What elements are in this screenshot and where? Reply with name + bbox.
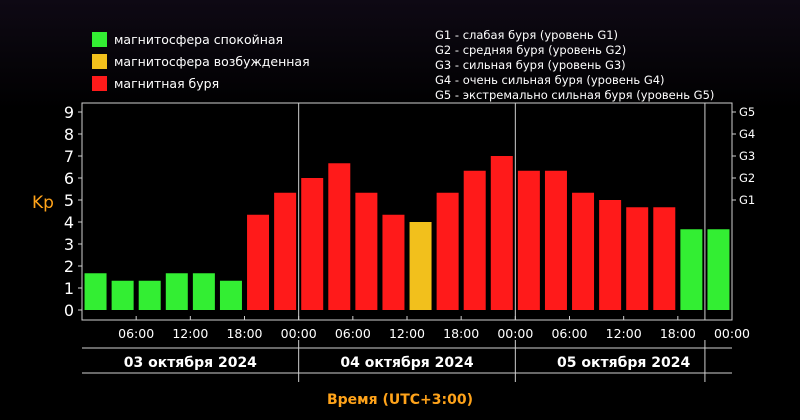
legend-item-quiet: магнитосфера спокойная xyxy=(92,28,310,50)
y-tick-label: 0 xyxy=(64,301,74,320)
kp-bar xyxy=(463,170,486,310)
kp-bar xyxy=(626,207,649,310)
legend-label: магнитосфера возбужденная xyxy=(114,53,310,69)
legend-swatch xyxy=(92,75,107,91)
x-tick-label: 06:00 xyxy=(551,326,587,341)
y-tick-label: 4 xyxy=(64,213,74,232)
y-tick-label: 7 xyxy=(64,147,74,166)
chart-labels: 0 1 2 3 4 5 6 7 8 9 G1 G2 G3 G4 G5 Kp 06:00 12:00 18:00 00:… xyxy=(32,103,755,408)
y-tick-label: 3 xyxy=(64,235,74,254)
y-tick-label: 2 xyxy=(64,257,74,276)
y-tick-label: 5 xyxy=(64,191,74,210)
kp-bar xyxy=(219,280,242,310)
legend-swatch xyxy=(92,53,107,69)
legend-label: магнитосфера спокойная xyxy=(114,31,284,47)
x-tick-label: 00:00 xyxy=(497,326,533,341)
storm-level-legend: G1 - слабая буря (уровень G1) G2 - средн… xyxy=(435,28,714,103)
storm-level-g2: G2 - средняя буря (уровень G2) xyxy=(435,43,627,57)
x-tick-label: 18:00 xyxy=(443,326,479,341)
x-tick-label: 00:00 xyxy=(714,326,750,341)
bars-layer xyxy=(84,156,730,310)
g-level-label: G2 xyxy=(739,171,755,185)
y-tick-label: 1 xyxy=(64,279,74,298)
x-tick-label: 18:00 xyxy=(660,326,696,341)
legend-item-storm: магнитная буря xyxy=(92,72,310,94)
x-tick-label: 06:00 xyxy=(118,326,154,341)
storm-level-g1: G1 - слабая буря (уровень G1) xyxy=(435,28,619,42)
legend-label: магнитная буря xyxy=(114,75,220,91)
kp-bar xyxy=(707,229,730,310)
kp-bar xyxy=(355,192,378,310)
x-tick-label: 12:00 xyxy=(606,326,642,341)
y-tick-label: 9 xyxy=(64,103,74,122)
kp-bar xyxy=(328,163,351,310)
x-axis-label: Время (UTC+3:00) xyxy=(327,392,473,408)
g-level-label: G3 xyxy=(739,149,755,163)
kp-bar xyxy=(138,280,161,310)
kp-bar xyxy=(301,178,324,310)
kp-bar xyxy=(599,200,622,310)
day-label: 03 октября 2024 xyxy=(124,355,257,371)
kp-bar xyxy=(409,222,432,310)
kp-bar xyxy=(436,192,459,310)
kp-bar xyxy=(247,214,270,310)
g-level-label: G5 xyxy=(739,105,755,119)
storm-level-g3: G3 - сильная буря (уровень G3) xyxy=(435,58,626,72)
kp-bar xyxy=(572,192,595,310)
kp-bar xyxy=(653,207,676,310)
g-level-label: G1 xyxy=(739,193,755,207)
kp-bar xyxy=(165,273,188,310)
legend-item-excited: магнитосфера возбужденная xyxy=(92,50,310,72)
y-tick-label: 6 xyxy=(64,169,74,188)
activity-legend: магнитосфера спокойная магнитосфера возб… xyxy=(92,28,310,94)
x-tick-label: 18:00 xyxy=(226,326,262,341)
y-tick-label: 8 xyxy=(64,125,74,144)
day-label: 05 октября 2024 xyxy=(557,355,690,371)
x-tick-label: 12:00 xyxy=(389,326,425,341)
kp-bar xyxy=(680,229,703,310)
storm-level-g4: G4 - очень сильная буря (уровень G4) xyxy=(435,73,665,87)
kp-bar xyxy=(274,192,297,310)
x-tick-label: 12:00 xyxy=(172,326,208,341)
x-tick-label: 00:00 xyxy=(281,326,317,341)
storm-level-g5: G5 - экстремально сильная буря (уровень … xyxy=(435,88,715,102)
day-label: 04 октября 2024 xyxy=(340,355,473,371)
legend-swatch xyxy=(92,31,107,47)
kp-bar xyxy=(192,273,215,310)
kp-bar xyxy=(382,214,405,310)
chart-frame xyxy=(78,102,736,382)
kp-bar xyxy=(517,170,540,310)
kp-bar xyxy=(111,280,134,310)
g-level-label: G4 xyxy=(739,127,755,141)
x-tick-label: 06:00 xyxy=(335,326,371,341)
y-axis-label: Kp xyxy=(32,193,54,213)
kp-bar xyxy=(84,273,107,310)
kp-bar xyxy=(490,156,513,310)
kp-bar xyxy=(544,170,567,310)
